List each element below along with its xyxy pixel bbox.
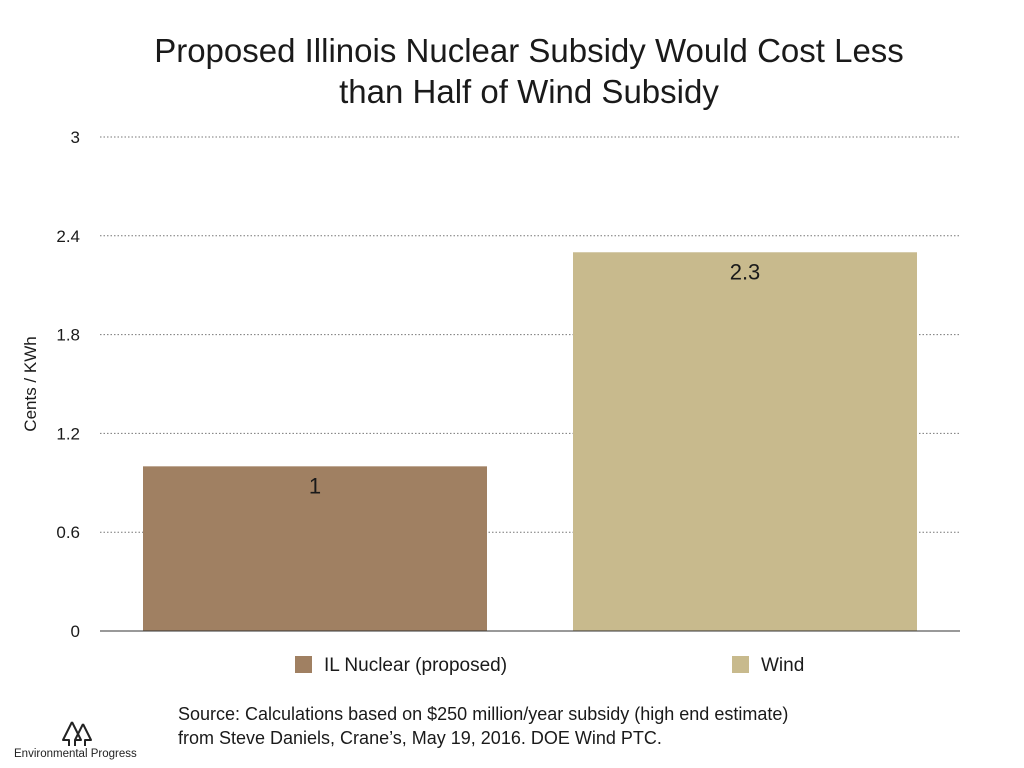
bars: 12.3 [143, 252, 917, 631]
logo: Environmental Progress [14, 720, 154, 764]
y-axis-ticks: 0 0.6 1.2 1.8 2.4 3 [56, 128, 80, 641]
chart-title-line-2: than Half of Wind Subsidy [339, 73, 719, 110]
bar-2 [573, 252, 917, 631]
y-tick-label: 0.6 [56, 523, 80, 542]
legend-swatch [732, 656, 749, 673]
y-axis-label: Cents / KWh [21, 336, 40, 431]
legend: IL Nuclear (proposed) Wind [295, 655, 804, 676]
legend-label: IL Nuclear (proposed) [324, 655, 507, 676]
legend-label: Wind [761, 655, 804, 676]
source-note: Source: Calculations based on $250 milli… [178, 702, 958, 750]
y-tick-label: 3 [71, 128, 80, 147]
bar-1 [143, 466, 487, 631]
legend-swatch [295, 656, 312, 673]
y-tick-label: 2.4 [56, 227, 80, 246]
y-tick-label: 1.2 [56, 424, 80, 443]
logo-text: Environmental Progress [14, 748, 137, 760]
bar-value-label: 1 [309, 473, 321, 498]
y-tick-label: 1.8 [56, 326, 80, 345]
trees-icon [62, 721, 92, 746]
y-tick-label: 0 [71, 622, 80, 641]
chart-title: Proposed Illinois Nuclear Subsidy Would … [0, 30, 1024, 112]
source-line-1: Source: Calculations based on $250 milli… [178, 704, 789, 724]
source-line-2: from Steve Daniels, Crane’s, May 19, 201… [178, 728, 662, 748]
chart-title-line-1: Proposed Illinois Nuclear Subsidy Would … [154, 32, 904, 69]
bar-value-label: 2.3 [730, 259, 761, 284]
